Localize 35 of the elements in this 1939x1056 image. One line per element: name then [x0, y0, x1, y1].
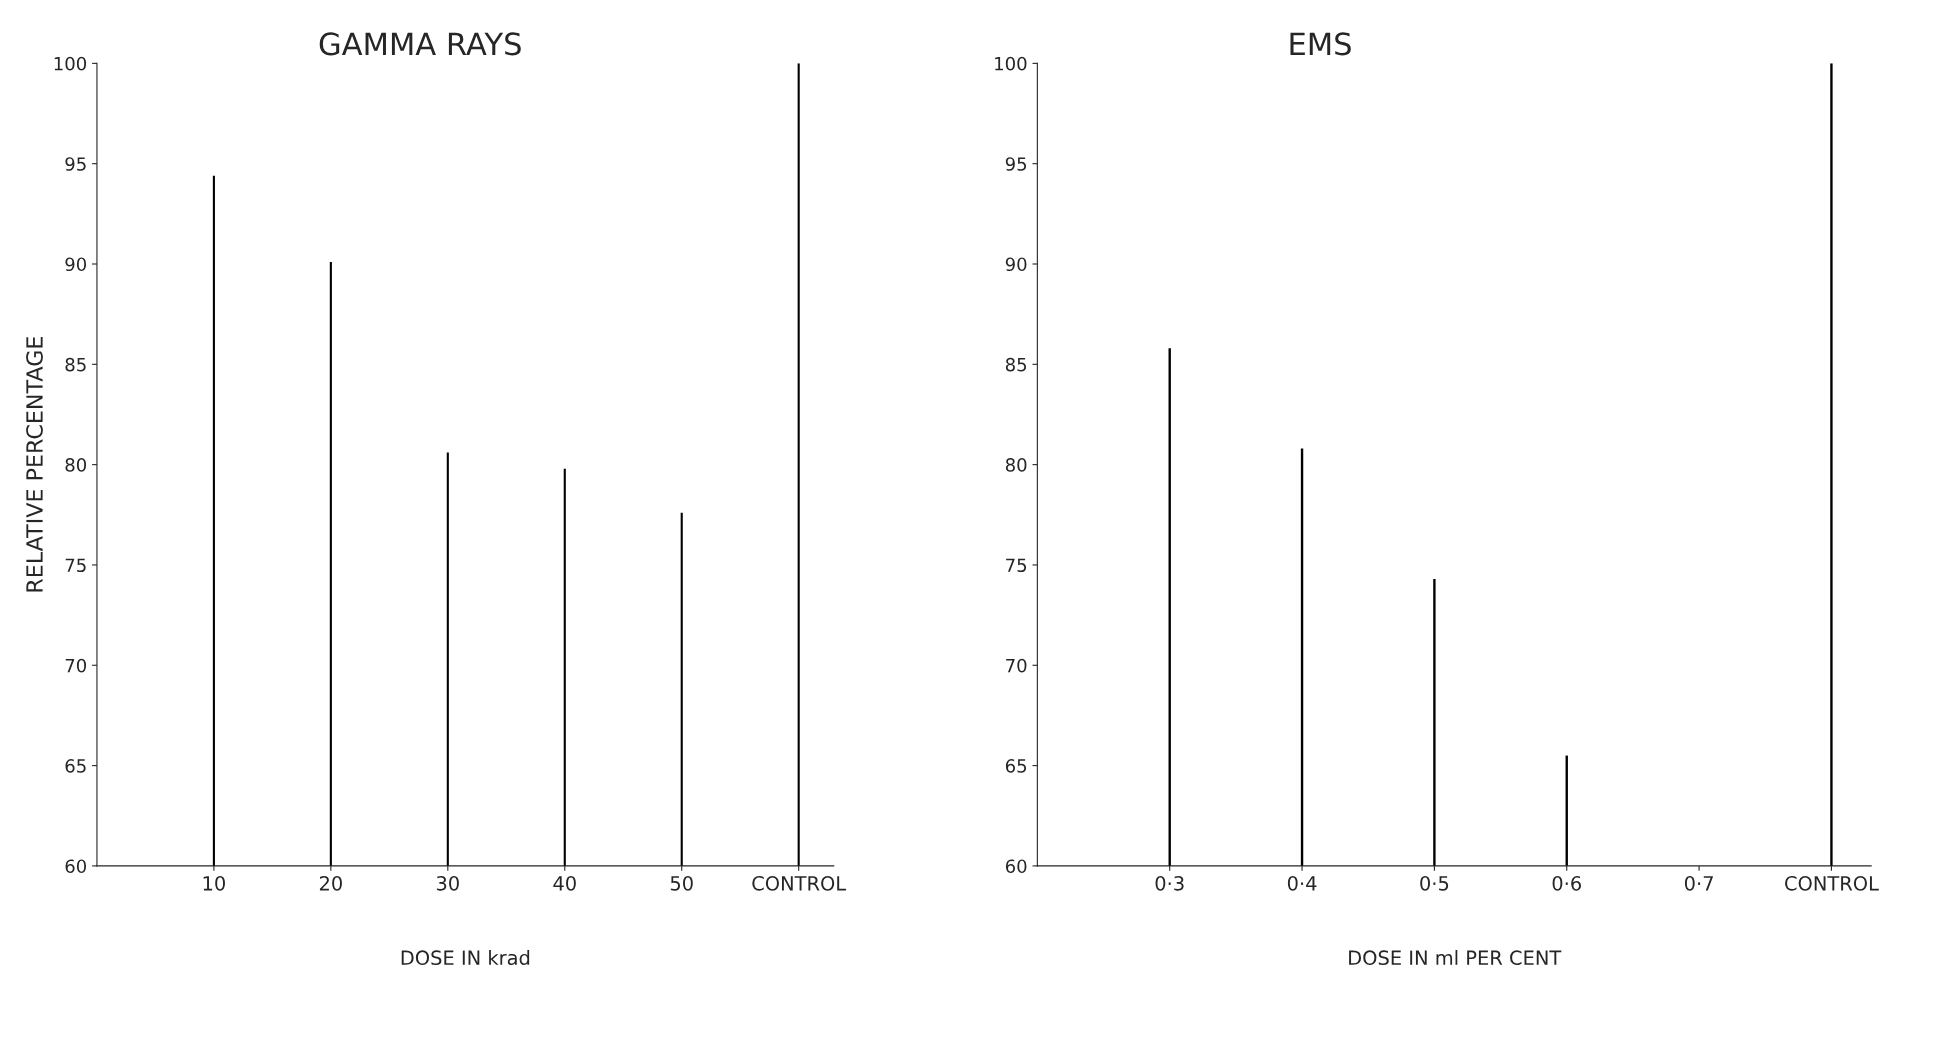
- x-tick-label: 40: [553, 875, 576, 891]
- y-tick-label: 65: [1005, 759, 1027, 773]
- y-tick-label: 70: [1006, 658, 1027, 673]
- chart-title: GAMMA RAYS: [319, 32, 521, 56]
- x-axis-title: DOSE IN ml PER CENT: [1349, 950, 1562, 966]
- y-tick-label: 75: [65, 558, 86, 573]
- y-tick-label: 60: [65, 859, 87, 874]
- y-tick-label: 65: [65, 759, 86, 773]
- x-tick-label: 0·6: [1552, 875, 1581, 891]
- y-tick-label: 60: [1005, 859, 1027, 874]
- y-tick-label: 100: [995, 56, 1027, 71]
- y-tick-label: 75: [1006, 558, 1027, 573]
- y-axis-title: RELATIVE PERCENTAGE: [26, 336, 43, 592]
- y-tick-label: 95: [1005, 157, 1027, 171]
- x-tick-label: 0·7: [1684, 875, 1713, 891]
- x-tick-label: 0·4: [1287, 875, 1317, 891]
- x-tick-label: CONTROL: [752, 875, 847, 891]
- x-tick-label: 30: [436, 875, 459, 891]
- y-tick-label: 100: [54, 56, 87, 71]
- y-tick-label: 90: [1005, 257, 1027, 272]
- y-tick-label: 85: [1005, 357, 1027, 372]
- x-tick-label: 10: [203, 875, 225, 891]
- y-tick-label: 90: [65, 257, 87, 272]
- x-tick-label: CONTROL: [1785, 875, 1879, 891]
- x-tick-label: 20: [319, 875, 342, 891]
- x-axis-title: DOSE IN krad: [401, 950, 530, 966]
- y-tick-label: 85: [65, 357, 86, 372]
- y-tick-label: 70: [65, 658, 87, 673]
- y-tick-label: 80: [1005, 458, 1027, 472]
- chart-title: EMS: [1290, 32, 1351, 56]
- y-tick-label: 95: [65, 157, 86, 171]
- x-tick-label: 0·3: [1155, 875, 1184, 891]
- x-tick-label: 0·5: [1420, 875, 1449, 891]
- x-tick-label: 50: [670, 875, 693, 891]
- y-tick-label: 80: [65, 458, 87, 472]
